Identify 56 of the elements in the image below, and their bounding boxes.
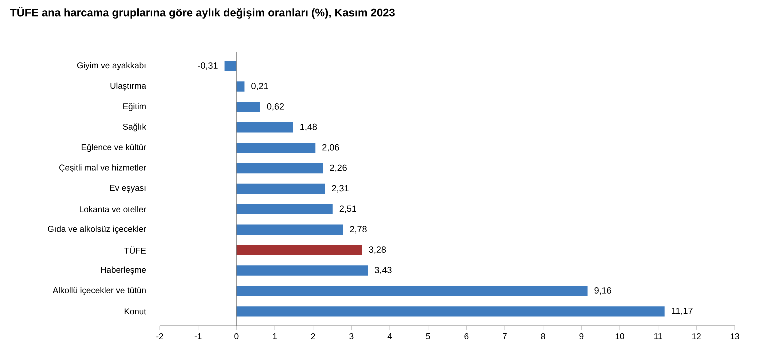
y-tick-label: Lokanta ve oteller — [80, 206, 146, 213]
data-label: -0,31 — [198, 62, 218, 70]
chart-title: TÜFE ana harcama gruplarına göre aylık değişim oranları (%), Kasım 2023 — [10, 7, 395, 19]
bar — [236, 163, 324, 174]
data-label: 2,06 — [322, 144, 340, 152]
x-tick-label: 11 — [654, 334, 662, 340]
y-tick-label: Giyim ve ayakkabı — [77, 62, 146, 70]
x-tick-label: 1 — [273, 334, 277, 340]
data-label: 3,43 — [375, 267, 392, 274]
x-tick-label: -1 — [194, 334, 202, 340]
x-tick-label: 6 — [464, 334, 469, 340]
y-tick-label: Alkollü içecekler ve tütün — [52, 287, 146, 296]
y-tick-label: Ev eşyası — [110, 185, 146, 193]
y-tick-label: Eğlence ve kültür — [82, 144, 146, 152]
y-tick-label: Ulaştırma — [110, 82, 146, 91]
data-label: 9,16 — [594, 288, 612, 295]
x-tick-label: 0 — [234, 334, 239, 340]
y-tick-label: Eğitim — [124, 103, 146, 112]
x-tick-label: 3 — [350, 334, 354, 340]
bar — [236, 306, 665, 317]
bar — [236, 204, 333, 215]
x-tick-label: 8 — [541, 334, 546, 340]
y-tick-label: Gıda ve alkolsüz içecekler — [48, 226, 146, 234]
bar — [236, 245, 362, 256]
bar — [236, 184, 326, 194]
x-tick-label: -2 — [156, 334, 164, 340]
bar — [236, 142, 316, 154]
x-tick-label: 10 — [616, 334, 624, 340]
x-tick-label: 9 — [580, 334, 584, 340]
bar — [236, 102, 260, 112]
data-label: 2,78 — [350, 226, 367, 234]
x-tick-label: 7 — [503, 334, 507, 340]
x-tick-label: 4 — [388, 334, 392, 340]
bar — [224, 61, 237, 72]
y-tick-label: Sağlık — [123, 124, 146, 132]
data-label: 0,62 — [267, 103, 284, 111]
y-tick-label: Konut — [124, 308, 146, 315]
x-tick-label: 2 — [311, 334, 316, 340]
y-tick-label: Haberleşme — [101, 266, 146, 275]
y-tick-label: Çeşitli mal ve hizmetler — [60, 164, 146, 173]
x-tick-label: 12 — [692, 334, 701, 340]
bar — [236, 224, 344, 235]
data-label: 1,48 — [300, 124, 318, 132]
y-tick-label: TÜFE — [124, 246, 146, 254]
bar — [236, 286, 588, 296]
data-label: 3,28 — [369, 246, 386, 254]
data-label: 11,17 — [672, 308, 693, 316]
data-label: 2,26 — [330, 164, 347, 172]
x-tick-label: 5 — [426, 334, 430, 340]
bar — [236, 82, 245, 92]
data-label: 2,51 — [340, 206, 356, 214]
x-tick-label: 13 — [730, 334, 740, 340]
data-label: 0,21 — [252, 83, 268, 90]
bar — [236, 266, 368, 276]
data-label: 2,31 — [332, 185, 349, 193]
bar — [236, 122, 294, 133]
